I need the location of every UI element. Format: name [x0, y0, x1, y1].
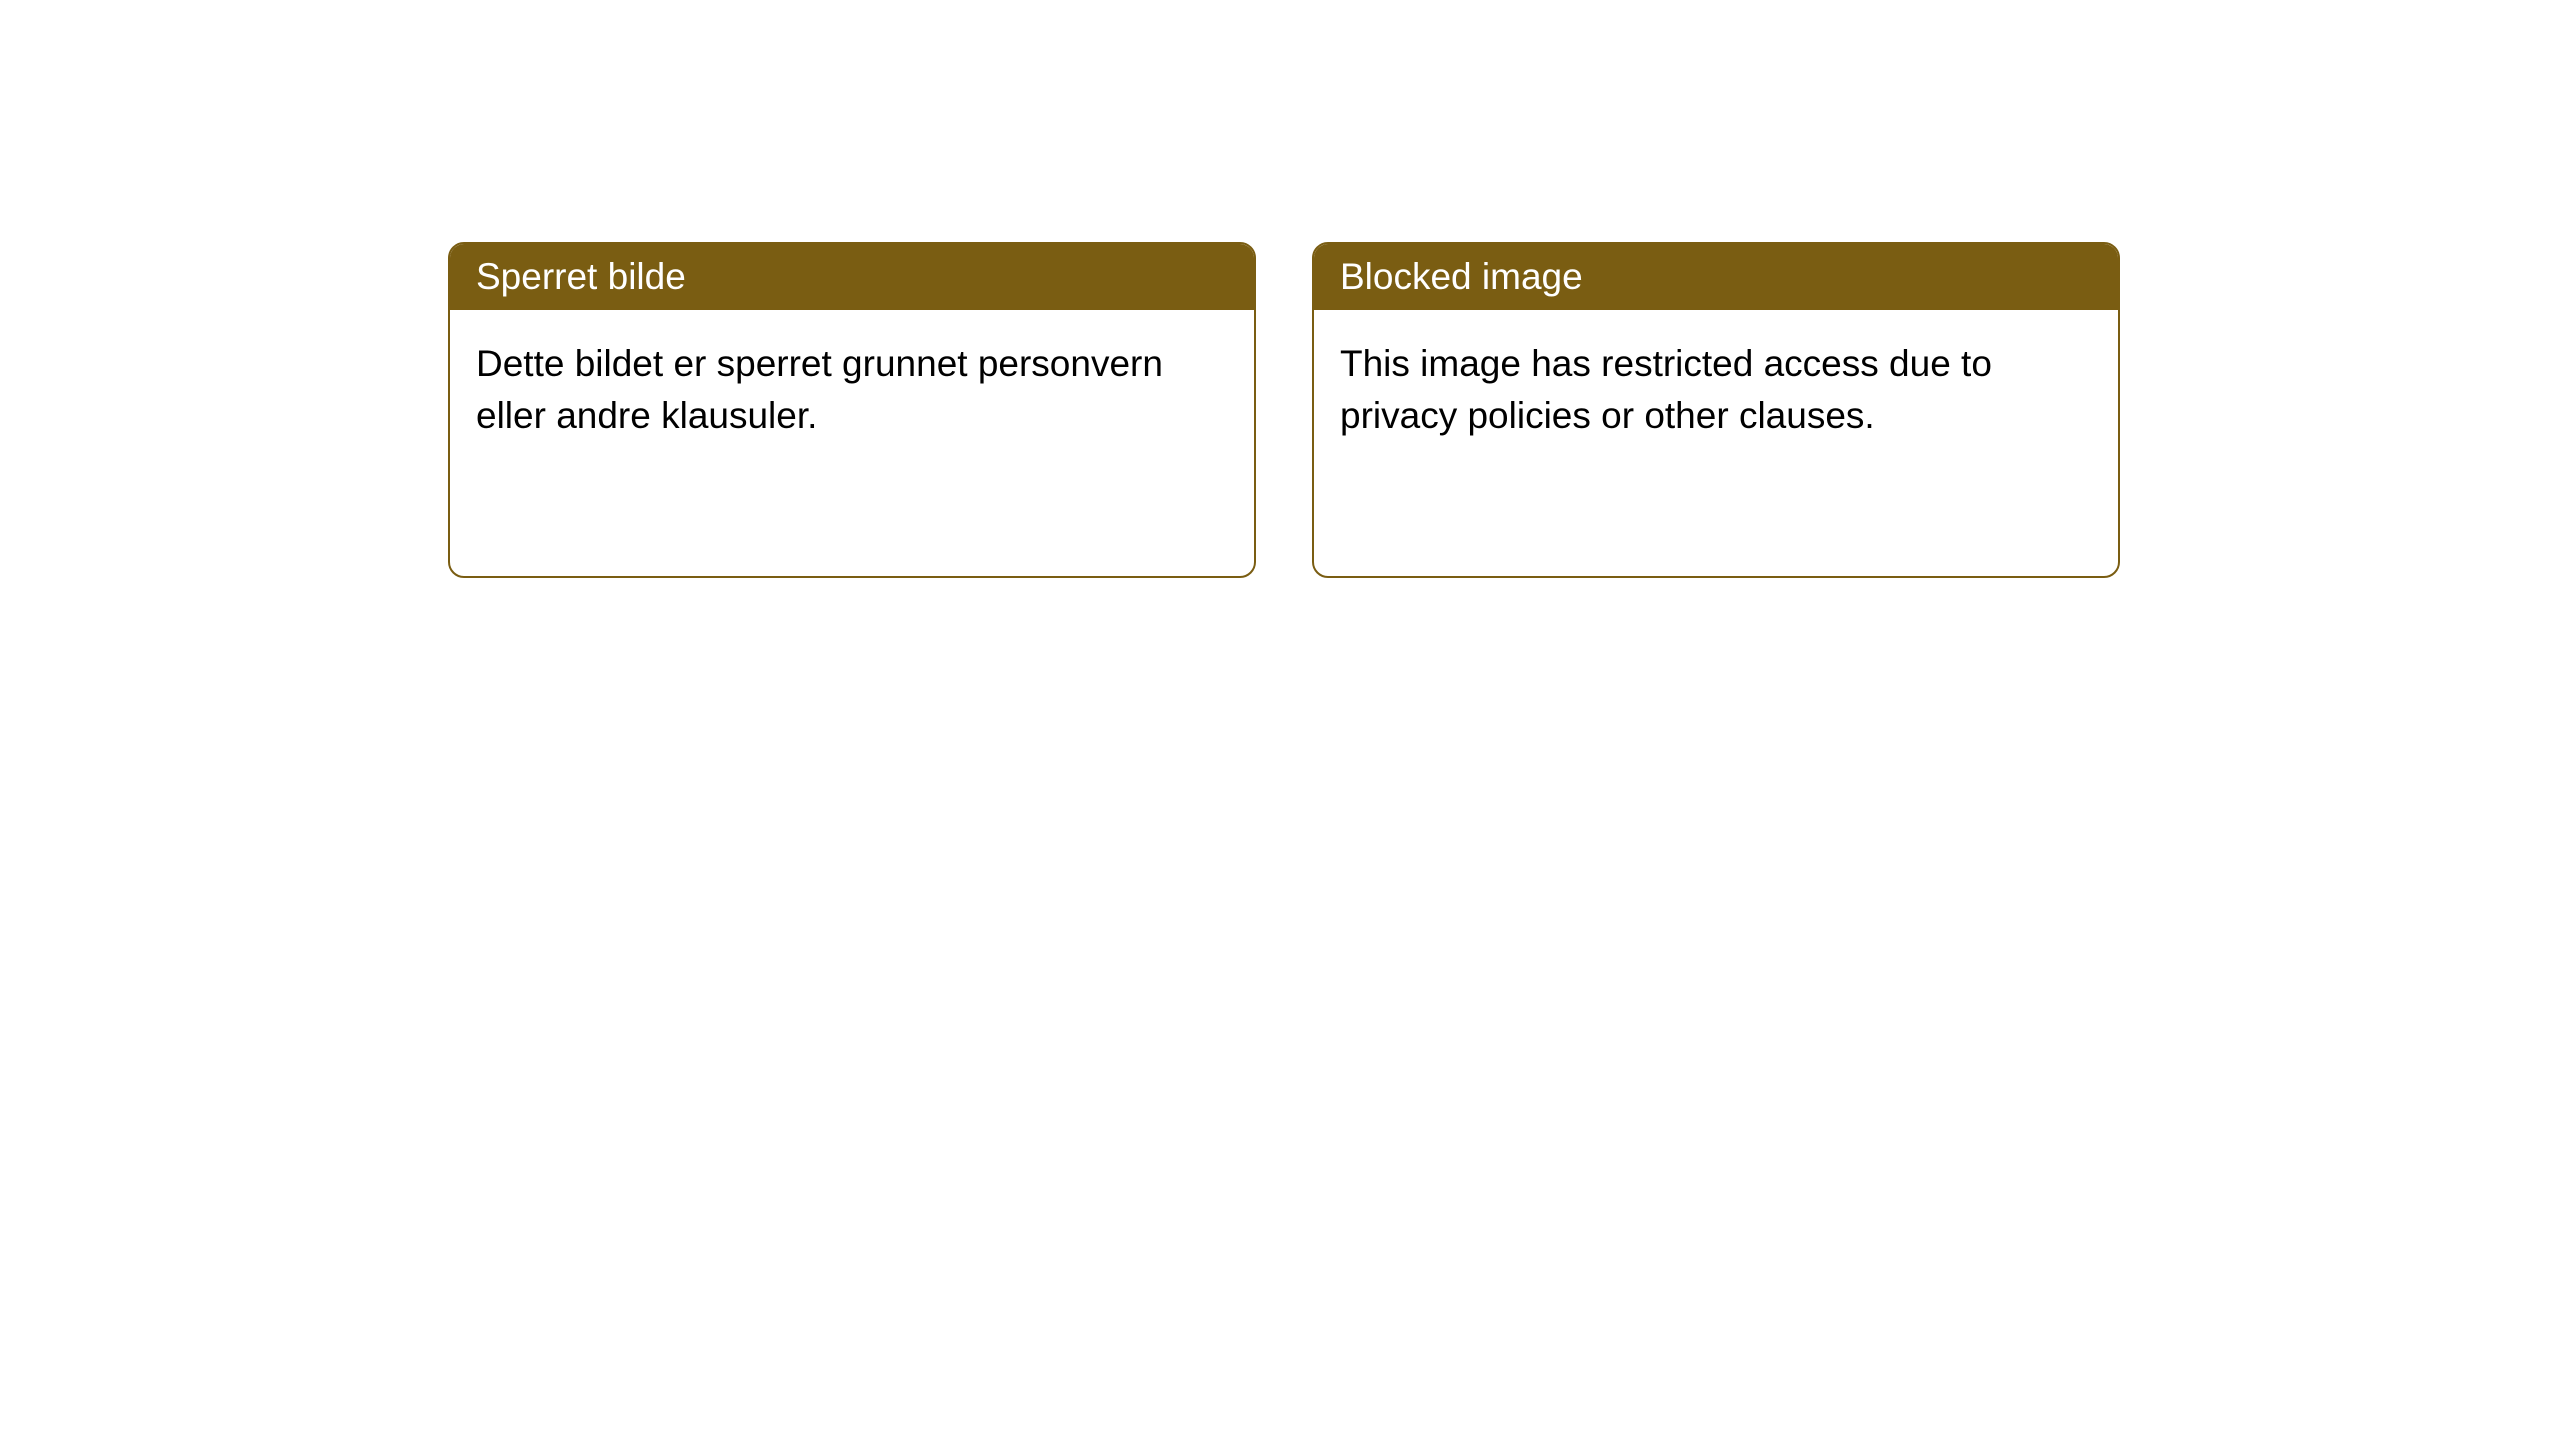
card-body-text: Dette bildet er sperret grunnet personve…: [476, 343, 1163, 436]
card-body-text: This image has restricted access due to …: [1340, 343, 1992, 436]
notice-card-norwegian: Sperret bilde Dette bildet er sperret gr…: [448, 242, 1256, 578]
card-body: Dette bildet er sperret grunnet personve…: [450, 310, 1254, 470]
card-header: Blocked image: [1314, 244, 2118, 310]
notice-card-english: Blocked image This image has restricted …: [1312, 242, 2120, 578]
card-title: Blocked image: [1340, 256, 1583, 297]
notice-container: Sperret bilde Dette bildet er sperret gr…: [0, 0, 2560, 578]
card-header: Sperret bilde: [450, 244, 1254, 310]
card-title: Sperret bilde: [476, 256, 686, 297]
card-body: This image has restricted access due to …: [1314, 310, 2118, 470]
